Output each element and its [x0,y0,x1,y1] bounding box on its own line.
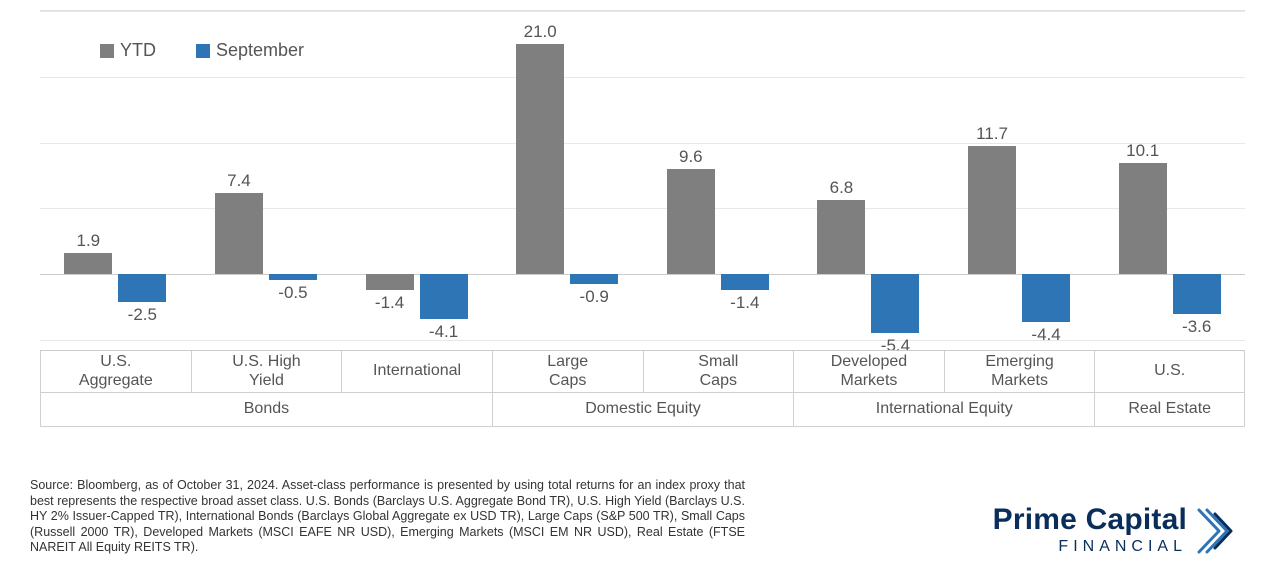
legend-label-ytd: YTD [120,40,156,61]
bar-label: 10.1 [1126,141,1159,161]
x-category-7: U.S. [1094,351,1245,393]
bar-label: 21.0 [524,22,557,42]
legend-label-september: September [216,40,304,61]
brand-logo: Prime Capital FINANCIAL [993,505,1255,556]
legend: YTD September [100,40,304,61]
bar-label: -1.4 [375,293,404,313]
bar-september-5 [871,274,919,333]
bar-label: 6.8 [830,178,854,198]
x-category-2: International [341,351,492,393]
bar-ytd-2 [366,274,414,289]
x-axis-tier2: BondsDomestic EquityInternational Equity… [40,393,1245,427]
bar-september-4 [721,274,769,289]
gridline [40,11,1245,12]
footer: Source: Bloomberg, as of October 31, 202… [30,478,1255,556]
bar-ytd-7 [1119,163,1167,274]
bar-september-7 [1173,274,1221,313]
brand-name-bottom: FINANCIAL [1058,538,1187,556]
bar-label: 1.9 [76,231,100,251]
x-group-3: Real Estate [1094,393,1245,427]
source-text: Source: Bloomberg, as of October 31, 202… [30,478,745,556]
bar-label: 7.4 [227,171,251,191]
brand-text: Prime Capital FINANCIAL [993,505,1187,556]
gridline [40,340,1245,341]
bar-label: 11.7 [976,124,1008,144]
x-group-2: International Equity [793,393,1094,427]
bar-ytd-6 [968,146,1016,274]
bar-ytd-1 [215,193,263,274]
x-category-4: SmallCaps [643,351,794,393]
x-category-1: U.S. HighYield [191,351,342,393]
plot-area: 1.9 -2.5 7.4 -0.5 -1.4 -4.1 21.0 -0.9 9.6 -1.4 6.8… [40,10,1245,350]
legend-item-september: September [196,40,304,61]
brand-name-top: Prime Capital [993,505,1187,535]
bar-label: -3.6 [1182,317,1211,337]
x-axis: U.S.AggregateU.S. HighYieldInternational… [40,350,1245,430]
bar-september-2 [420,274,468,319]
x-category-5: DevelopedMarkets [793,351,944,393]
bar-label: -2.5 [128,305,157,325]
x-category-3: LargeCaps [492,351,643,393]
bar-label: -0.5 [278,283,307,303]
legend-swatch-ytd [100,44,114,58]
x-category-0: U.S.Aggregate [40,351,191,393]
x-category-6: EmergingMarkets [944,351,1095,393]
chart-container: YTD September 1.9 -2.5 7.4 -0.5 -1.4 -4.1 21.0… [40,10,1245,430]
bar-september-3 [570,274,618,284]
bar-september-6 [1022,274,1070,322]
bar-label: -0.9 [580,287,609,307]
bar-label: -4.1 [429,322,458,342]
brand-chevron-icon [1197,508,1235,554]
bar-ytd-5 [817,200,865,275]
bar-september-0 [118,274,166,301]
x-axis-tier1: U.S.AggregateU.S. HighYieldInternational… [40,351,1245,393]
bar-label: -1.4 [730,293,759,313]
bar-ytd-3 [516,44,564,274]
x-group-0: Bonds [40,393,492,427]
bar-ytd-0 [64,253,112,274]
gridline [40,77,1245,78]
bar-september-1 [269,274,317,279]
legend-item-ytd: YTD [100,40,156,61]
bar-label: -4.4 [1031,325,1060,345]
x-group-1: Domestic Equity [492,393,793,427]
gridline [40,143,1245,144]
bar-ytd-4 [667,169,715,274]
bar-label: 9.6 [679,147,703,167]
legend-swatch-september [196,44,210,58]
